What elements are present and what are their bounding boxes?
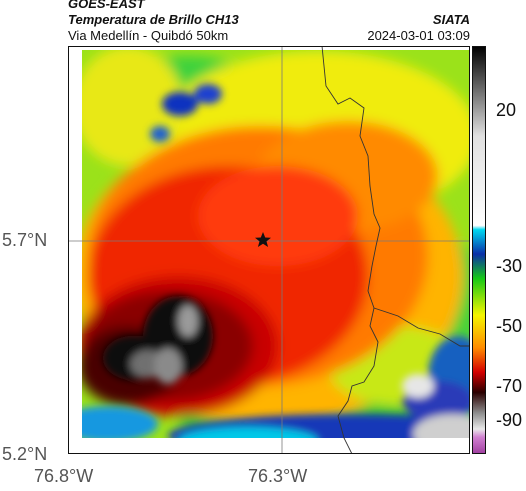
department-border: [321, 46, 381, 454]
timestamp-label: 2024-03-01 03:09: [367, 28, 470, 43]
lon-label-76.8: 76.8°W: [34, 466, 94, 486]
lat-label-5.2: 5.2°N: [2, 444, 48, 464]
colorbar-label-minus50: -50: [496, 316, 523, 336]
department-border-east: [373, 307, 470, 347]
product-title: Temperatura de Brillo CH13: [68, 12, 239, 27]
region-subtitle: Via Medellín - Quibdó 50km: [68, 28, 229, 43]
colorbar-label-minus90: -90: [496, 410, 523, 430]
satellite-map: [68, 46, 470, 454]
colorbar-label-20: 20: [496, 100, 517, 120]
colorbar-label-minus30: -30: [496, 256, 523, 276]
lon-label-76.3: 76.3°W: [248, 466, 308, 486]
star-marker-icon: [255, 232, 271, 247]
colorbar-label-minus70: -70: [496, 376, 523, 396]
colorbar: [472, 46, 486, 454]
organization-label: SIATA: [432, 12, 470, 27]
satellite-title: GOES-EAST: [68, 0, 145, 11]
map-frame: [68, 46, 470, 454]
lat-label-5.7: 5.7°N: [2, 230, 48, 250]
colorbar-gradient: [472, 46, 486, 454]
brightness-temperature-field: [68, 46, 470, 454]
